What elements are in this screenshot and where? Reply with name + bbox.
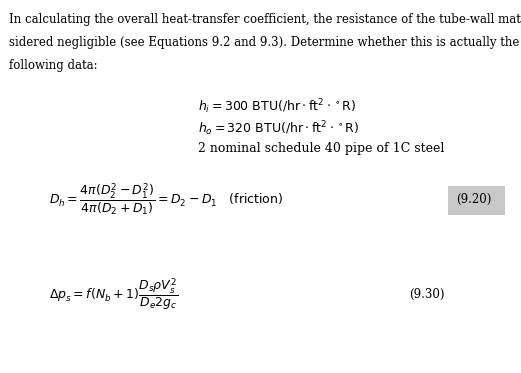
Text: 2 nominal schedule 40 pipe of 1C steel: 2 nominal schedule 40 pipe of 1C steel <box>198 142 444 155</box>
Text: following data:: following data: <box>9 59 98 72</box>
Text: $D_h = \dfrac{4\pi(D_2^2 - D_1^2)}{4\pi(D_2 + D_1)} = D_2 - D_1 \quad \mathrm{(f: $D_h = \dfrac{4\pi(D_2^2 - D_1^2)}{4\pi(… <box>49 182 284 217</box>
Text: sidered negligible (see Equations 9.2 and 9.3). Determine whether this is actual: sidered negligible (see Equations 9.2 an… <box>9 36 521 49</box>
Text: $\Delta p_s = f(N_b + 1)\dfrac{D_s \rho V_s^2}{D_e 2g_c}$: $\Delta p_s = f(N_b + 1)\dfrac{D_s \rho … <box>49 277 179 313</box>
Text: (9.20): (9.20) <box>456 193 492 206</box>
FancyBboxPatch shape <box>448 186 505 215</box>
Text: $h_o = 320\ \mathrm{BTU(/hr \cdot ft^2 \cdot {^\circ}R)}$: $h_o = 320\ \mathrm{BTU(/hr \cdot ft^2 \… <box>198 119 359 138</box>
Text: $h_i = 300\ \mathrm{BTU(/hr \cdot ft^2 \cdot {^\circ}R)}$: $h_i = 300\ \mathrm{BTU(/hr \cdot ft^2 \… <box>198 97 356 116</box>
Text: In calculating the overall heat-transfer coefficient, the resistance of the tube: In calculating the overall heat-transfer… <box>9 13 521 26</box>
Text: (9.30): (9.30) <box>410 288 445 301</box>
